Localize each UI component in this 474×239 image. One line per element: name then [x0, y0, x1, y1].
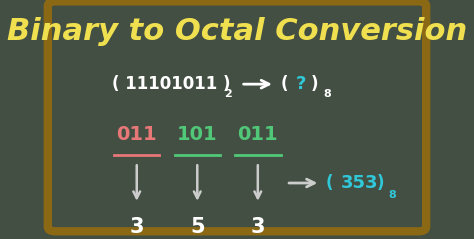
Text: ): ) — [311, 75, 318, 93]
Text: 101: 101 — [177, 125, 218, 144]
Text: 8: 8 — [323, 89, 331, 99]
Text: Binary to Octal Conversion: Binary to Octal Conversion — [7, 17, 467, 46]
Text: 353: 353 — [341, 174, 379, 192]
Text: 3: 3 — [251, 217, 265, 237]
FancyBboxPatch shape — [48, 1, 426, 231]
Text: 3: 3 — [129, 217, 144, 237]
Text: (: ( — [281, 75, 288, 93]
Text: 011: 011 — [237, 125, 278, 144]
Text: 011: 011 — [117, 125, 157, 144]
Text: (: ( — [326, 174, 333, 192]
Text: ?: ? — [296, 75, 306, 93]
Text: 2: 2 — [224, 89, 231, 99]
Text: ( 11101011 ): ( 11101011 ) — [112, 75, 231, 93]
Text: 5: 5 — [190, 217, 205, 237]
Text: 8: 8 — [388, 190, 396, 200]
Text: ): ) — [377, 174, 384, 192]
